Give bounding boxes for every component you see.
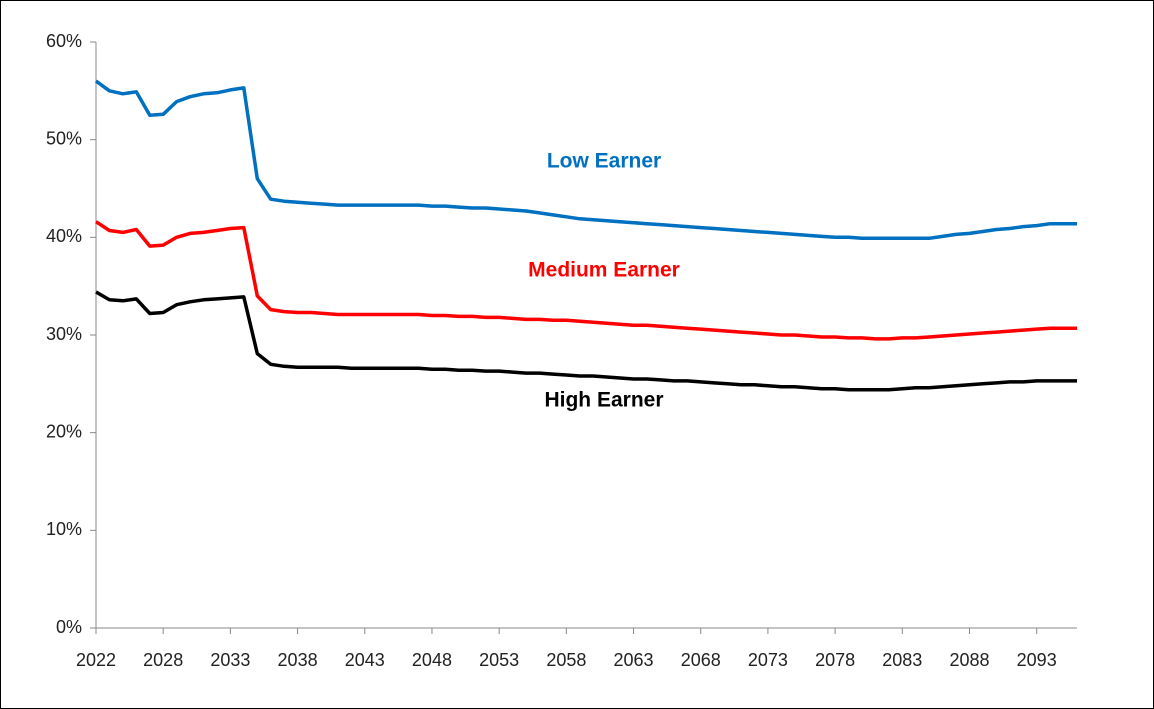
x-tick-label: 2048 — [412, 650, 452, 670]
x-tick-label: 2083 — [882, 650, 922, 670]
x-tick-label: 2033 — [210, 650, 250, 670]
y-tick-label: 40% — [46, 226, 82, 246]
x-tick-label: 2043 — [345, 650, 385, 670]
series-label: Medium Earner — [528, 259, 680, 282]
x-tick-label: 2073 — [748, 650, 788, 670]
x-tick-label: 2038 — [278, 650, 318, 670]
y-tick-label: 0% — [56, 617, 82, 637]
series-line — [94, 79, 1077, 241]
y-tick-label: 30% — [46, 324, 82, 344]
x-tick-label: 2078 — [815, 650, 855, 670]
y-tick-label: 20% — [46, 421, 82, 441]
x-tick-label: 2093 — [1017, 650, 1057, 670]
series-label: High Earner — [544, 389, 663, 412]
series-label: Low Earner — [547, 150, 661, 173]
x-tick-label: 2053 — [479, 650, 519, 670]
x-tick-label: 2088 — [949, 650, 989, 670]
x-tick-label: 2022 — [76, 650, 116, 670]
y-tick-label: 50% — [46, 128, 82, 148]
x-tick-label: 2068 — [681, 650, 721, 670]
x-tick-label: 2063 — [614, 650, 654, 670]
series-line — [95, 220, 1077, 341]
series-line — [95, 290, 1077, 392]
y-tick-label: 60% — [46, 31, 82, 51]
x-tick-label: 2028 — [143, 650, 183, 670]
x-tick-label: 2058 — [546, 650, 586, 670]
y-tick-label: 10% — [46, 519, 82, 539]
